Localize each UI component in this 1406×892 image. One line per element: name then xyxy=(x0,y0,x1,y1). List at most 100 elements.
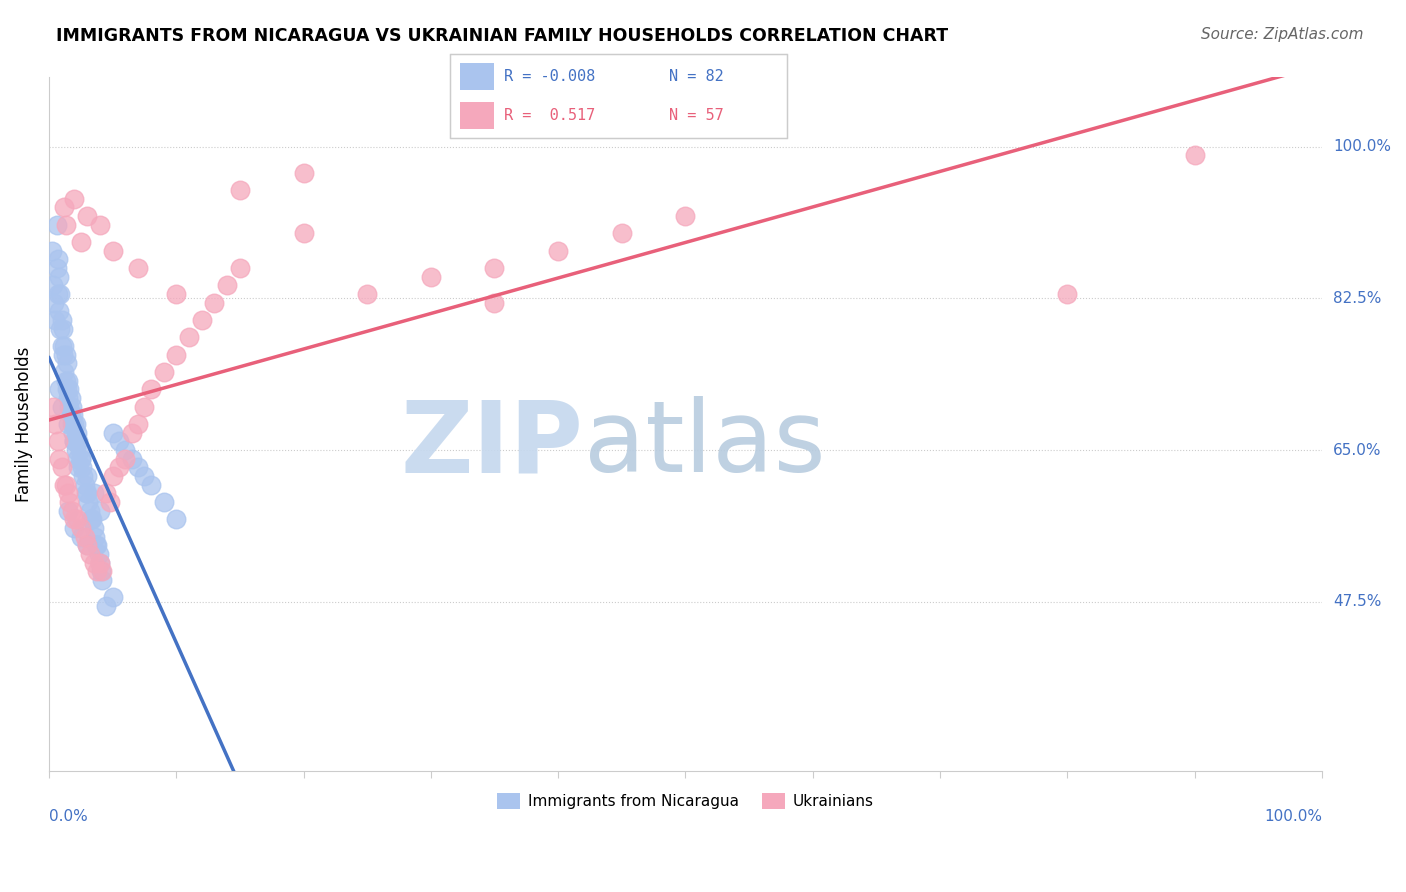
Point xyxy=(217,278,239,293)
Point xyxy=(53,477,76,491)
Point xyxy=(165,512,187,526)
Point xyxy=(51,460,73,475)
Point xyxy=(49,287,72,301)
Bar xyxy=(460,102,494,129)
Point xyxy=(177,330,200,344)
Point xyxy=(46,434,69,449)
Point xyxy=(101,591,124,605)
Point xyxy=(62,409,84,423)
Point xyxy=(51,400,73,414)
Point xyxy=(108,434,131,449)
Point xyxy=(70,460,93,475)
Point xyxy=(48,269,70,284)
Point xyxy=(73,530,96,544)
Point xyxy=(56,417,79,431)
Point xyxy=(53,339,76,353)
Point xyxy=(56,486,79,500)
Point xyxy=(69,530,91,544)
Point xyxy=(59,409,82,423)
Point xyxy=(55,477,77,491)
Point xyxy=(152,495,174,509)
Point xyxy=(56,391,79,405)
Point xyxy=(69,443,91,458)
Text: 65.0%: 65.0% xyxy=(1333,442,1382,458)
Point xyxy=(79,504,101,518)
Point xyxy=(292,166,315,180)
Point xyxy=(53,365,76,379)
Point xyxy=(42,295,65,310)
Point xyxy=(77,495,100,509)
Point xyxy=(229,183,252,197)
Point xyxy=(101,425,124,440)
Point xyxy=(484,261,506,276)
Point xyxy=(89,218,111,232)
Point xyxy=(101,244,124,258)
Point xyxy=(46,287,69,301)
Point xyxy=(42,400,65,414)
Point xyxy=(83,556,105,570)
Bar xyxy=(460,62,494,90)
Point xyxy=(87,547,110,561)
Point xyxy=(58,383,80,397)
Point xyxy=(63,434,86,449)
Point xyxy=(73,477,96,491)
Point xyxy=(675,209,697,223)
Point xyxy=(63,521,86,535)
Point xyxy=(67,434,90,449)
Point xyxy=(152,365,174,379)
Point xyxy=(56,504,79,518)
Point xyxy=(82,512,104,526)
Text: 47.5%: 47.5% xyxy=(1333,594,1381,609)
Point xyxy=(84,538,107,552)
Point xyxy=(80,512,103,526)
Point xyxy=(69,235,91,249)
Text: 0.0%: 0.0% xyxy=(49,809,87,824)
Point xyxy=(51,339,73,353)
Point xyxy=(1184,148,1206,162)
Point xyxy=(229,261,252,276)
Point xyxy=(44,313,66,327)
Point xyxy=(44,417,66,431)
Point xyxy=(59,391,82,405)
Point xyxy=(134,400,156,414)
Point xyxy=(65,443,87,458)
Point xyxy=(83,521,105,535)
Point xyxy=(610,227,633,241)
Point xyxy=(127,417,149,431)
Point xyxy=(76,469,98,483)
Point xyxy=(127,460,149,475)
Point xyxy=(190,313,212,327)
Point xyxy=(58,495,80,509)
Point xyxy=(79,547,101,561)
Point xyxy=(63,512,86,526)
Point xyxy=(139,477,162,491)
Point xyxy=(69,451,91,466)
Y-axis label: Family Households: Family Households xyxy=(15,346,32,502)
Point xyxy=(76,486,98,500)
Point xyxy=(55,374,77,388)
Point xyxy=(114,443,136,458)
Point xyxy=(49,322,72,336)
Point xyxy=(66,425,89,440)
Point xyxy=(58,400,80,414)
Point xyxy=(91,573,114,587)
Text: atlas: atlas xyxy=(583,396,825,493)
Text: 100.0%: 100.0% xyxy=(1264,809,1322,824)
Point xyxy=(65,417,87,431)
Point xyxy=(56,383,79,397)
Point xyxy=(83,486,105,500)
Point xyxy=(51,313,73,327)
Point xyxy=(52,348,75,362)
Text: R = -0.008: R = -0.008 xyxy=(503,69,595,84)
Text: IMMIGRANTS FROM NICARAGUA VS UKRAINIAN FAMILY HOUSEHOLDS CORRELATION CHART: IMMIGRANTS FROM NICARAGUA VS UKRAINIAN F… xyxy=(56,27,949,45)
Text: N = 82: N = 82 xyxy=(669,69,724,84)
Point xyxy=(60,400,83,414)
Point xyxy=(484,295,506,310)
Text: N = 57: N = 57 xyxy=(669,108,724,123)
Text: Source: ZipAtlas.com: Source: ZipAtlas.com xyxy=(1201,27,1364,42)
Point xyxy=(139,383,162,397)
Point xyxy=(419,269,441,284)
Point xyxy=(98,495,121,509)
Point xyxy=(63,417,86,431)
Point xyxy=(547,244,569,258)
